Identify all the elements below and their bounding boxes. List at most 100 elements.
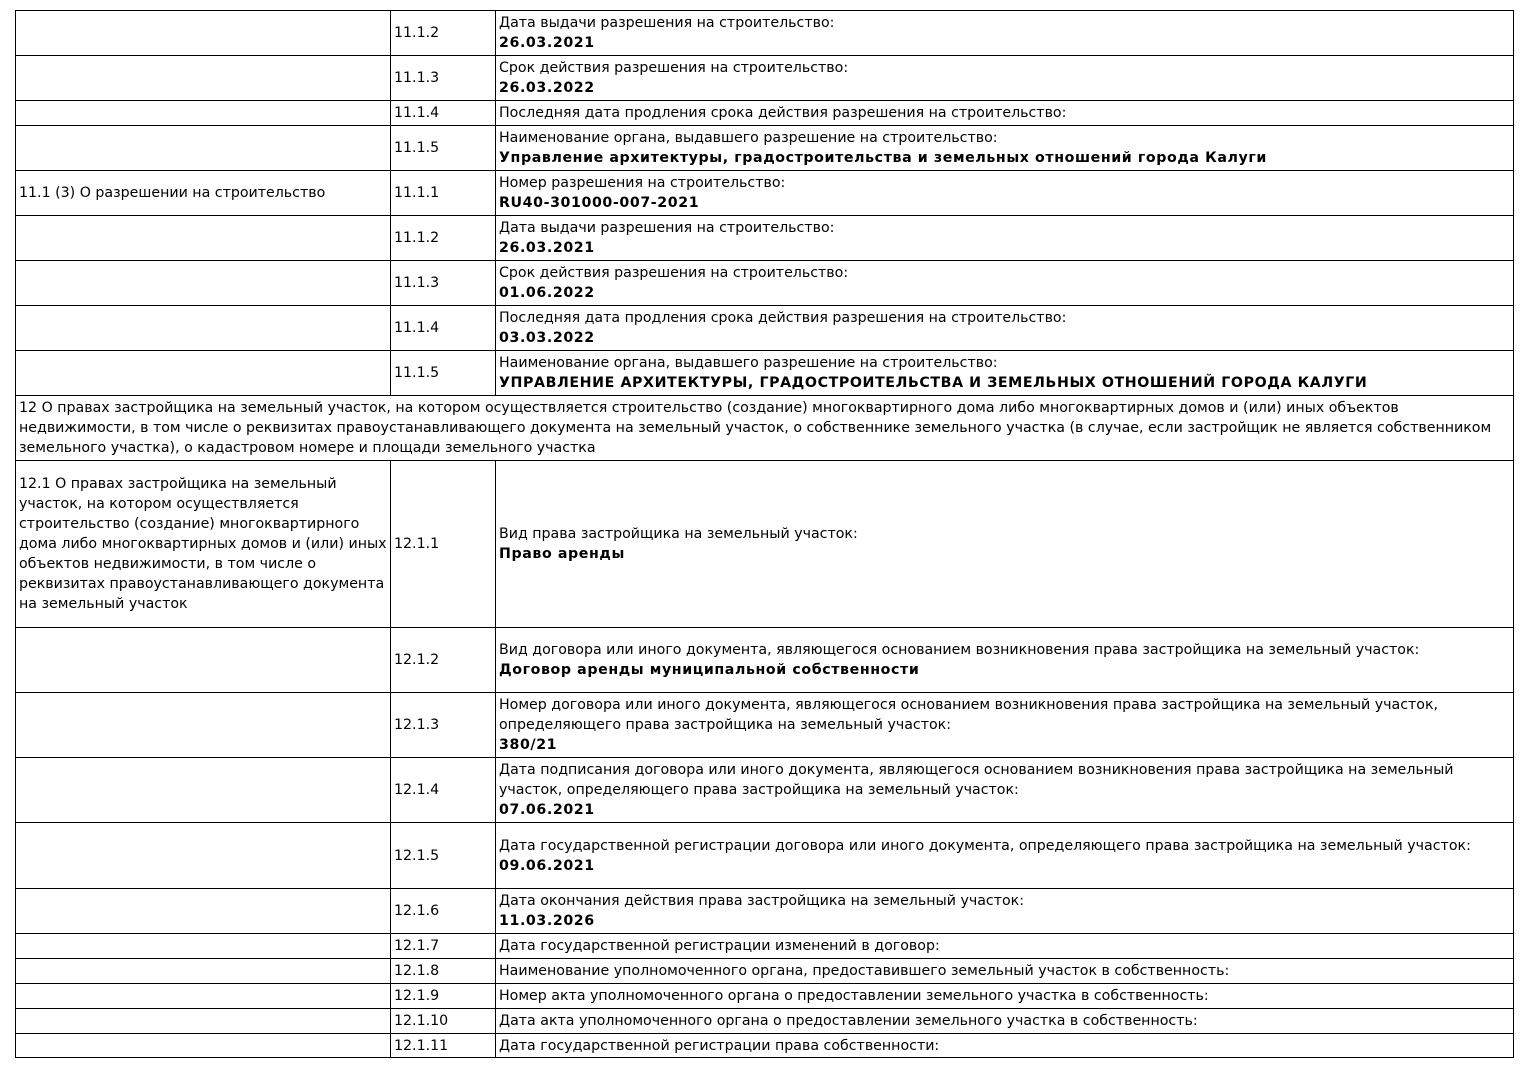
item-label: Последняя дата продления срока действия … <box>499 310 1067 326</box>
item-label: Наименование органа, выдавшего разрешени… <box>499 130 998 146</box>
section-cell <box>15 958 391 984</box>
item-code: 12.1.3 <box>390 692 496 758</box>
item-content: Срок действия разрешения на строительств… <box>495 260 1514 306</box>
table-row: 12.1.2 Вид договора или иного документа, … <box>15 627 1514 693</box>
table-row: 11.1.4 Последняя дата продления срока дей… <box>15 100 1514 126</box>
item-code: 12.1.11 <box>390 1033 496 1058</box>
item-value: 380/21 <box>499 737 558 753</box>
item-code: 12.1.2 <box>390 627 496 693</box>
section-cell: 12.1 О правах застройщика на земельный у… <box>15 460 391 628</box>
section-cell <box>15 215 391 261</box>
item-content: Дата выдачи разрешения на строительство:… <box>495 10 1514 56</box>
item-label: Номер разрешения на строительство: <box>499 175 786 191</box>
item-label: Дата государственной регистрации права с… <box>499 1037 940 1054</box>
item-code: 12.1.7 <box>390 933 496 959</box>
table-row: 12.1.3 Номер договора или иного документа… <box>15 692 1514 758</box>
document-table: 11.1.2 Дата выдачи разрешения на строител… <box>15 10 1514 1058</box>
item-value: 03.03.2022 <box>499 330 595 346</box>
item-label: Дата государственной регистрации изменен… <box>499 938 940 954</box>
table-row: 12.1.5 Дата государственной регистрации д… <box>15 822 1514 889</box>
item-code: 11.1.2 <box>390 10 496 56</box>
section-cell <box>15 350 391 396</box>
item-value: Право аренды <box>499 546 625 562</box>
item-code: 11.1.5 <box>390 125 496 171</box>
table-row: 11.1.2 Дата выдачи разрешения на строител… <box>15 10 1514 56</box>
item-label: Дата акта уполномоченного органа о предо… <box>499 1013 1198 1029</box>
section-cell <box>15 627 391 693</box>
item-value: 11.03.2026 <box>499 913 595 929</box>
item-value: 01.06.2022 <box>499 285 595 301</box>
item-content: Номер договора или иного документа, явля… <box>495 692 1514 758</box>
item-code: 12.1.10 <box>390 1008 496 1034</box>
item-value: УПРАВЛЕНИЕ АРХИТЕКТУРЫ, ГРАДОСТРОИТЕЛЬСТ… <box>499 375 1368 391</box>
table-row: 12.1.10 Дата акта уполномоченного органа … <box>15 1008 1514 1034</box>
item-label: Наименование органа, выдавшего разрешени… <box>499 355 998 371</box>
item-label: Дата государственной регистрации договор… <box>499 837 1471 854</box>
section-cell <box>15 692 391 758</box>
item-content: Срок действия разрешения на строительств… <box>495 55 1514 101</box>
section-cell <box>15 983 391 1009</box>
item-content: Последняя дата продления срока действия … <box>495 305 1514 351</box>
table-row: 12.1.8 Наименование уполномоченного орган… <box>15 958 1514 984</box>
item-content: Номер акта уполномоченного органа о пред… <box>495 983 1514 1009</box>
item-code: 12.1.9 <box>390 983 496 1009</box>
item-content: Дата государственной регистрации права с… <box>495 1033 1514 1058</box>
item-label: Наименование уполномоченного органа, пре… <box>499 963 1230 979</box>
item-content: Последняя дата продления срока действия … <box>495 100 1514 126</box>
item-value: 09.06.2021 <box>499 857 595 874</box>
item-content: Вид договора или иного документа, являющ… <box>495 627 1514 693</box>
item-label: Номер договора или иного документа, явля… <box>499 697 1439 733</box>
table-row: 11.1.3 Срок действия разрешения на строит… <box>15 55 1514 101</box>
table-row: 11.1.4 Последняя дата продления срока дей… <box>15 305 1514 351</box>
table-row: 11.1 (3) О разрешении на строительство 11… <box>15 170 1514 216</box>
item-content: Дата окончания действия права застройщик… <box>495 888 1514 934</box>
item-value: 26.03.2021 <box>499 35 595 51</box>
item-code: 12.1.1 <box>390 460 496 628</box>
item-label: Вид договора или иного документа, являющ… <box>499 642 1420 658</box>
section-cell <box>15 55 391 101</box>
item-code: 12.1.5 <box>390 822 496 889</box>
item-value: RU40-301000-007-2021 <box>499 195 700 211</box>
item-label: Номер акта уполномоченного органа о пред… <box>499 988 1209 1004</box>
table-row: 12.1.7 Дата государственной регистрации и… <box>15 933 1514 959</box>
section-cell: 11.1 (3) О разрешении на строительство <box>15 170 391 216</box>
item-code: 12.1.8 <box>390 958 496 984</box>
table-row: 11.1.5 Наименование органа, выдавшего раз… <box>15 125 1514 171</box>
table-row: 12.1 О правах застройщика на земельный у… <box>15 460 1514 628</box>
section-cell <box>15 10 391 56</box>
section-cell <box>15 260 391 306</box>
section-cell <box>15 1033 391 1058</box>
table-row: 11.1.5 Наименование органа, выдавшего раз… <box>15 350 1514 396</box>
item-label: Последняя дата продления срока действия … <box>499 105 1067 121</box>
table-row: 12.1.4 Дата подписания договора или иного… <box>15 757 1514 823</box>
document-table-body: 11.1.2 Дата выдачи разрешения на строител… <box>15 10 1514 1058</box>
section-cell <box>15 888 391 934</box>
table-row: 11.1.3 Срок действия разрешения на строит… <box>15 260 1514 306</box>
item-code: 11.1.3 <box>390 55 496 101</box>
section-cell <box>15 1008 391 1034</box>
item-code: 11.1.4 <box>390 100 496 126</box>
item-code: 11.1.4 <box>390 305 496 351</box>
table-row: 11.1.2 Дата выдачи разрешения на строител… <box>15 215 1514 261</box>
item-content: Наименование органа, выдавшего разрешени… <box>495 350 1514 396</box>
item-label: Дата выдачи разрешения на строительство: <box>499 15 835 31</box>
item-content: Дата государственной регистрации изменен… <box>495 933 1514 959</box>
section-cell <box>15 933 391 959</box>
item-content: Дата выдачи разрешения на строительство:… <box>495 215 1514 261</box>
item-content: Вид права застройщика на земельный участ… <box>495 460 1514 628</box>
item-content: Наименование органа, выдавшего разрешени… <box>495 125 1514 171</box>
item-value: 07.06.2021 <box>499 802 595 818</box>
table-row: 12.1.11 Дата государственной регистрации … <box>15 1033 1514 1058</box>
item-label: Вид права застройщика на земельный участ… <box>499 526 858 542</box>
section-heading-row: 12 О правах застройщика на земельный уча… <box>15 395 1514 461</box>
item-content: Дата акта уполномоченного органа о предо… <box>495 1008 1514 1034</box>
item-code: 11.1.1 <box>390 170 496 216</box>
item-label: Срок действия разрешения на строительств… <box>499 60 849 76</box>
table-row: 12.1.9 Номер акта уполномоченного органа … <box>15 983 1514 1009</box>
section-heading: 12 О правах застройщика на земельный уча… <box>15 395 1514 461</box>
item-label: Срок действия разрешения на строительств… <box>499 265 849 281</box>
item-content: Номер разрешения на строительство: RU40-3… <box>495 170 1514 216</box>
section-cell <box>15 125 391 171</box>
section-cell <box>15 757 391 823</box>
item-value: 26.03.2022 <box>499 80 595 96</box>
